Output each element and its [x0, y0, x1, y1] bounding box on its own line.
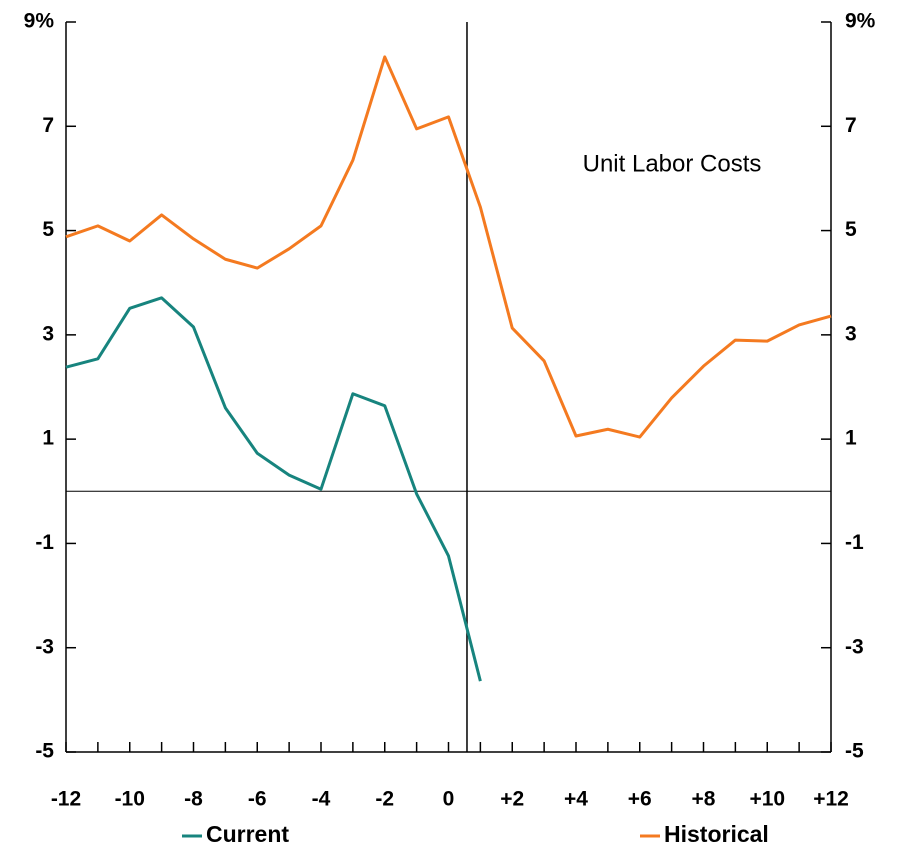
x-tick-label: +2 [500, 788, 524, 811]
x-tick-label: +12 [813, 788, 849, 811]
y2-tick-label: 5 [845, 218, 857, 241]
y2-tick-label: -1 [845, 531, 864, 554]
x-tick-label: +8 [692, 788, 716, 811]
y-tick-label: 7 [42, 114, 54, 137]
y-tick-label: 5 [42, 218, 54, 241]
y2-tick-label: -5 [845, 740, 864, 763]
y2-tick-label: 9% [845, 10, 876, 33]
y-tick-label: -5 [35, 740, 54, 763]
x-tick-label: -10 [115, 788, 145, 811]
x-tick-label: -12 [51, 788, 81, 811]
x-tick-label: 0 [443, 788, 455, 811]
y2-tick-label: -3 [845, 635, 864, 658]
y2-tick-label: 3 [845, 322, 857, 345]
y-tick-label: 9% [24, 10, 55, 33]
y-tick-label: 3 [42, 322, 54, 345]
y-tick-label: -1 [35, 531, 54, 554]
y-tick-label: -3 [35, 635, 54, 658]
series-line [65, 296, 482, 682]
series-line [65, 55, 832, 439]
x-tick-label: +6 [628, 788, 652, 811]
x-tick-label: -6 [248, 788, 267, 811]
x-tick-label: -8 [184, 788, 203, 811]
x-tick-label: -4 [312, 788, 331, 811]
x-tick-label: +10 [749, 788, 785, 811]
y-tick-label: 1 [42, 427, 54, 450]
x-tick-label: -2 [375, 788, 394, 811]
y2-tick-label: 7 [845, 114, 857, 137]
annotation: Unit Labor Costs [583, 150, 762, 177]
y2-tick-label: 1 [845, 427, 857, 450]
x-tick-label: +4 [564, 788, 588, 811]
legend-label: Historical [664, 821, 769, 847]
legend-label: Current [206, 821, 289, 847]
